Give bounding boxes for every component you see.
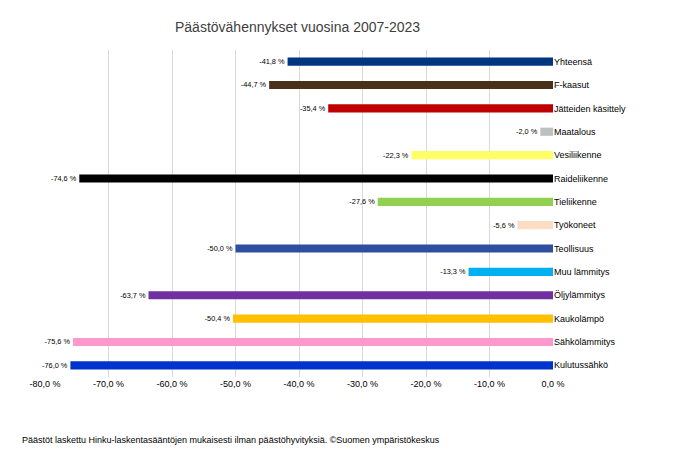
svg-text:Öljylämmitys: Öljylämmitys	[554, 290, 605, 300]
svg-text:Työkoneet: Työkoneet	[554, 220, 596, 230]
svg-text:-70,0 %: -70,0 %	[93, 379, 124, 389]
svg-text:Jätteiden käsittely: Jätteiden käsittely	[554, 104, 626, 114]
svg-text:-20,0 %: -20,0 %	[410, 379, 441, 389]
svg-text:Teollisuus: Teollisuus	[554, 244, 594, 254]
svg-text:Päästöt laskettu Hinku-laskent: Päästöt laskettu Hinku-laskentasääntöjen…	[22, 435, 440, 445]
svg-text:-30,0 %: -30,0 %	[347, 379, 378, 389]
svg-text:-13,3 %: -13,3 %	[440, 267, 466, 276]
svg-text:Kulutussähkö: Kulutussähkö	[554, 360, 608, 370]
svg-text:-5,6 %: -5,6 %	[493, 221, 515, 230]
svg-text:-76,0 %: -76,0 %	[42, 361, 68, 370]
svg-text:-40,0 %: -40,0 %	[283, 379, 314, 389]
svg-text:Tieliikenne: Tieliikenne	[554, 197, 597, 207]
svg-text:-60,0 %: -60,0 %	[156, 379, 187, 389]
svg-text:Muu lämmitys: Muu lämmitys	[554, 267, 610, 277]
svg-text:Kaukolämpö: Kaukolämpö	[554, 314, 604, 324]
svg-text:Maatalous: Maatalous	[554, 127, 596, 137]
svg-text:Raideliikenne: Raideliikenne	[554, 174, 608, 184]
svg-text:-2,0 %: -2,0 %	[516, 127, 538, 136]
svg-text:0,0 %: 0,0 %	[541, 379, 564, 389]
svg-text:-74,6 %: -74,6 %	[51, 174, 77, 183]
svg-text:Yhteensä: Yhteensä	[554, 57, 592, 67]
svg-text:-41,8 %: -41,8 %	[259, 57, 285, 66]
svg-text:Vesiliikenne: Vesiliikenne	[554, 150, 602, 160]
svg-text:-50,0 %: -50,0 %	[207, 244, 233, 253]
svg-text:-50,4 %: -50,4 %	[205, 314, 231, 323]
svg-text:-10,0 %: -10,0 %	[474, 379, 505, 389]
svg-text:-27,6 %: -27,6 %	[349, 197, 375, 206]
svg-text:F-kaasut: F-kaasut	[554, 80, 590, 90]
svg-text:-44,7 %: -44,7 %	[241, 80, 267, 89]
svg-text:-80,0 %: -80,0 %	[29, 379, 60, 389]
svg-text:Päästövähennykset vuosina 2007: Päästövähennykset vuosina 2007-2023	[175, 19, 420, 35]
svg-text:-50,0 %: -50,0 %	[220, 379, 251, 389]
svg-text:-75,6 %: -75,6 %	[45, 337, 71, 346]
svg-text:-22,3 %: -22,3 %	[383, 151, 409, 160]
svg-text:-35,4 %: -35,4 %	[300, 104, 326, 113]
svg-text:Sähkölämmitys: Sähkölämmitys	[554, 337, 616, 347]
svg-text:-63,7 %: -63,7 %	[120, 291, 146, 300]
